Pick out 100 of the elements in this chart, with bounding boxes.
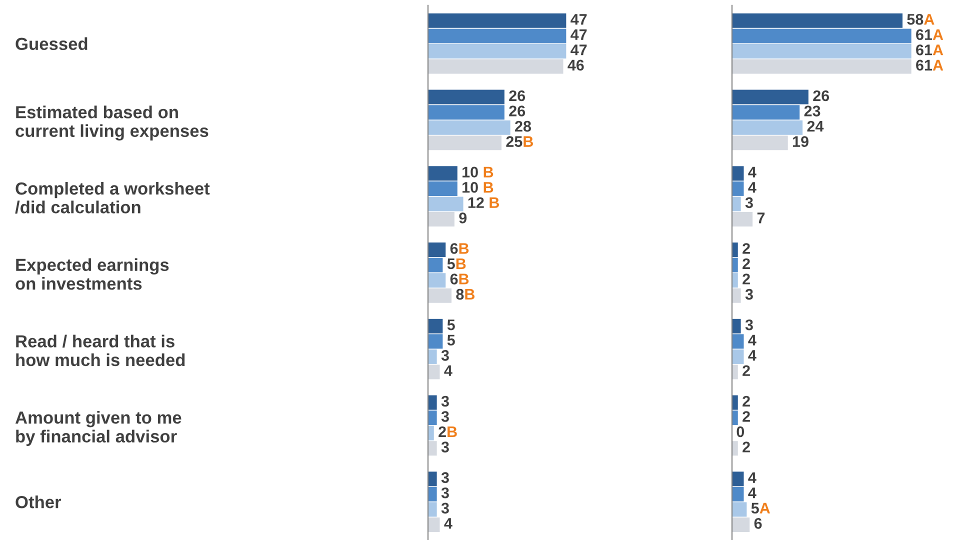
bar	[732, 410, 738, 426]
data-label: 3	[441, 502, 449, 514]
bar	[428, 273, 446, 288]
data-label: 46	[568, 60, 584, 71]
bar	[428, 181, 458, 196]
bar	[428, 136, 502, 150]
bar	[732, 44, 912, 58]
bar	[428, 426, 434, 440]
data-label: 5A	[751, 502, 770, 514]
data-label: 9	[459, 212, 467, 224]
bar	[428, 349, 437, 364]
bar	[732, 136, 788, 150]
data-label: 58A	[907, 14, 934, 25]
bar	[732, 120, 803, 135]
bar	[732, 472, 744, 486]
bar	[732, 395, 738, 410]
bar	[732, 212, 753, 226]
y-tick-label: Estimated based on current living expenses	[16, 106, 208, 141]
data-label: 3	[441, 396, 449, 407]
data-label: 3	[441, 472, 449, 484]
data-label: 2B	[438, 426, 457, 438]
bar	[428, 334, 443, 349]
data-label: 61A	[916, 29, 944, 40]
bar	[428, 90, 504, 104]
data-label: 26	[509, 106, 526, 116]
data-label: 4	[748, 488, 756, 498]
data-label: 4	[444, 518, 452, 529]
bar	[732, 349, 744, 364]
bar	[732, 441, 738, 456]
bar	[732, 364, 738, 380]
y-tick-label: Read / heard that is how much is needed	[16, 334, 185, 366]
data-label: 3	[441, 442, 449, 452]
data-label: 19	[792, 136, 808, 147]
data-label: 6B	[450, 243, 469, 254]
bar	[732, 196, 741, 212]
data-label: 47	[570, 29, 587, 40]
y-tick-label: Expected earnings on investments	[16, 258, 169, 290]
bar	[428, 59, 564, 74]
bar	[732, 13, 903, 28]
bar	[732, 59, 912, 74]
bar	[428, 44, 566, 58]
bar	[732, 486, 744, 502]
data-label: 10 B	[462, 182, 494, 193]
data-label: 2	[742, 274, 750, 284]
y-tick-label: Amount given to me by financial advisor	[15, 411, 182, 446]
data-label: 2	[742, 258, 750, 270]
bar	[732, 517, 750, 532]
bar	[428, 105, 504, 120]
data-label: 7	[757, 212, 765, 224]
data-label: 8B	[456, 288, 475, 300]
data-label: 3	[745, 288, 753, 300]
data-label: 2	[742, 365, 750, 376]
bar	[428, 410, 437, 426]
data-label: 24	[807, 120, 824, 132]
data-label: 61A	[916, 60, 944, 71]
bar	[428, 502, 437, 517]
bar	[428, 258, 443, 272]
data-label: 26	[509, 90, 526, 102]
bar	[732, 334, 744, 349]
data-label: 4	[748, 166, 756, 178]
data-label: 3	[745, 197, 753, 208]
data-label: 6	[754, 518, 762, 529]
bar	[732, 318, 741, 334]
data-label: 4	[748, 350, 756, 361]
y-tick-label: Completed a worksheet /did calculation	[15, 182, 210, 214]
bar	[428, 517, 440, 532]
data-label: 5B	[447, 258, 466, 270]
data-label: 10 B	[462, 166, 494, 178]
data-label: 4	[748, 182, 756, 193]
bar	[732, 166, 744, 181]
bar	[428, 472, 437, 486]
data-label: 47	[570, 14, 587, 25]
y-tick-label: Guessed	[16, 37, 88, 50]
data-label: 47	[570, 44, 587, 56]
data-label: 4	[444, 365, 452, 376]
bar	[732, 288, 741, 303]
bar	[428, 364, 440, 380]
data-label: 2	[742, 396, 750, 406]
bar	[428, 120, 510, 135]
bar	[732, 273, 738, 288]
y-tick-label: Other	[16, 496, 62, 508]
data-label: 25B	[506, 136, 533, 147]
data-label: 3	[441, 350, 449, 361]
data-label: 2	[742, 243, 750, 254]
data-label: 12 B	[468, 197, 500, 208]
data-label: 0	[736, 426, 744, 438]
bar	[732, 90, 808, 104]
bar	[428, 242, 446, 258]
bar	[428, 166, 458, 181]
data-label: 6B	[450, 274, 469, 284]
data-label: 5	[447, 334, 455, 346]
data-label: 3	[745, 319, 753, 330]
bar	[732, 28, 912, 44]
bar	[428, 28, 566, 44]
data-label: 28	[515, 120, 532, 132]
data-label: 23	[804, 106, 820, 116]
data-label: 3	[441, 411, 449, 422]
bar	[428, 395, 437, 410]
bar	[732, 105, 800, 120]
bar	[732, 258, 738, 272]
